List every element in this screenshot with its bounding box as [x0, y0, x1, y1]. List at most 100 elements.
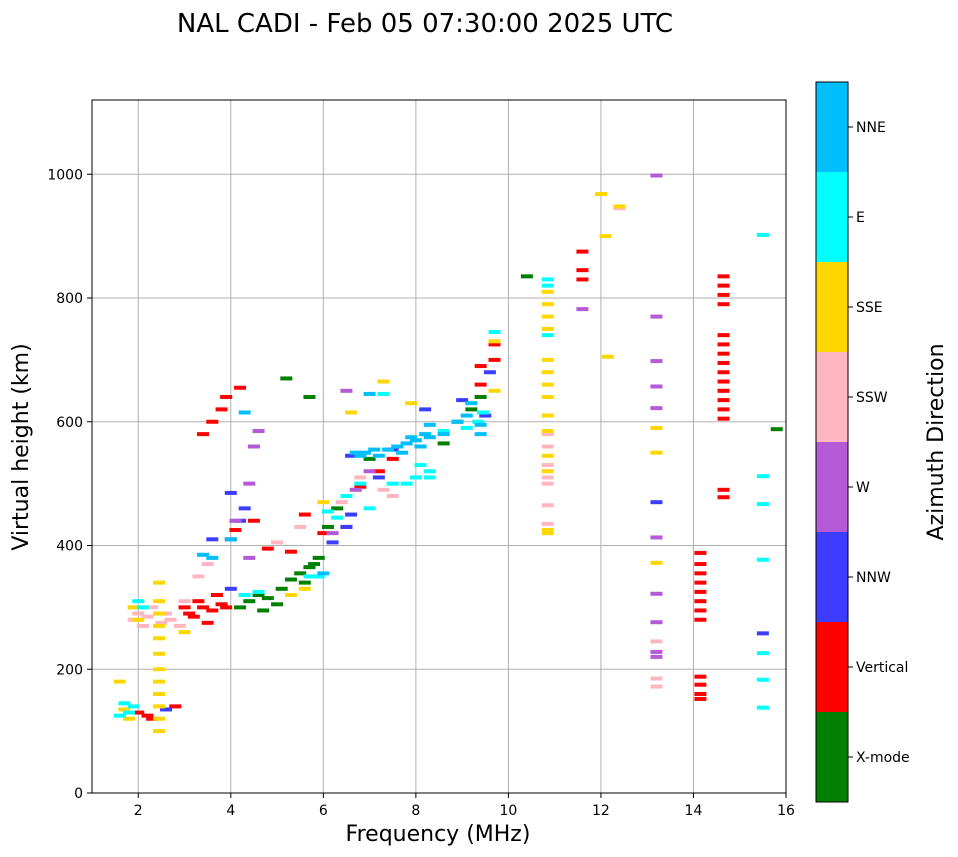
- data-point: [694, 589, 707, 594]
- data-point: [488, 388, 501, 393]
- data-point: [243, 599, 256, 604]
- data-point: [345, 453, 358, 458]
- colorbar-tick-label: E: [856, 210, 865, 226]
- data-point: [252, 589, 265, 594]
- data-point: [340, 388, 353, 393]
- data-point: [153, 679, 166, 684]
- data-point: [694, 571, 707, 576]
- data-point: [146, 716, 159, 721]
- data-point: [197, 552, 210, 557]
- data-point: [474, 432, 487, 437]
- data-point: [541, 531, 554, 536]
- data-point: [694, 550, 707, 555]
- data-point: [694, 682, 707, 687]
- data-point: [271, 602, 284, 607]
- colorbar-tick-label: Vertical: [856, 660, 908, 676]
- data-point: [460, 413, 473, 418]
- data-point: [113, 679, 126, 684]
- colorbar-label: Azimuth Direction: [924, 343, 949, 540]
- data-point: [613, 204, 626, 209]
- data-point: [368, 447, 381, 452]
- data-point: [386, 456, 399, 461]
- colorbar-segment: [816, 442, 848, 532]
- data-point: [284, 593, 297, 597]
- x-axis-label: Frequency (MHz): [346, 822, 531, 847]
- data-point: [173, 623, 186, 628]
- data-point: [160, 611, 173, 616]
- data-point: [363, 391, 376, 396]
- colorbar-frame: [815, 81, 849, 803]
- data-point: [650, 359, 663, 364]
- data-point: [400, 481, 413, 486]
- colorbar-tick-label: X-mode: [856, 750, 910, 766]
- data-point: [201, 620, 214, 625]
- data-point: [717, 379, 730, 384]
- data-point: [234, 605, 247, 610]
- series-sse: [113, 192, 663, 734]
- data-point: [178, 630, 191, 635]
- data-point: [326, 540, 339, 545]
- data-point: [395, 450, 408, 455]
- data-point: [136, 605, 149, 610]
- series-w: [229, 173, 663, 659]
- data-point: [372, 475, 385, 480]
- data-point: [520, 274, 533, 279]
- colorbar-segment: [816, 82, 848, 172]
- data-point: [541, 444, 554, 449]
- data-point: [474, 364, 487, 369]
- data-point: [541, 302, 554, 307]
- data-point: [224, 490, 237, 495]
- data-point: [123, 716, 136, 721]
- data-point: [312, 555, 325, 560]
- data-point: [206, 608, 219, 613]
- data-point: [386, 494, 399, 498]
- data-point: [437, 432, 450, 437]
- data-point: [756, 677, 769, 682]
- data-point: [197, 432, 210, 437]
- data-point: [717, 416, 730, 421]
- data-point: [650, 676, 663, 681]
- data-point: [756, 705, 769, 710]
- data-point: [303, 565, 316, 570]
- data-point: [377, 487, 390, 492]
- data-point: [756, 232, 769, 237]
- data-point: [247, 444, 260, 449]
- data-point: [465, 401, 478, 406]
- data-point: [141, 713, 154, 718]
- data-point: [224, 586, 237, 591]
- data-point: [294, 571, 307, 576]
- data-point: [541, 357, 554, 362]
- data-point: [694, 692, 707, 696]
- data-point: [197, 605, 210, 610]
- series-ssw: [127, 206, 663, 689]
- data-point: [541, 283, 554, 288]
- colorbar-segment: [816, 532, 848, 622]
- data-point: [372, 453, 385, 458]
- x-tick-label: 16: [777, 803, 795, 819]
- data-point: [243, 481, 256, 486]
- data-point: [257, 608, 270, 613]
- data-point: [386, 481, 399, 486]
- data-point: [717, 487, 730, 492]
- azimuth-colorbar: X-mode Vertical NNW W SSW SSE E NNE: [815, 81, 910, 803]
- data-point: [472, 419, 485, 424]
- data-point: [303, 395, 316, 399]
- data-point: [419, 432, 432, 437]
- data-point: [474, 382, 487, 387]
- data-point: [694, 608, 707, 613]
- data-point: [650, 173, 663, 178]
- x-tick-label: 10: [499, 803, 517, 819]
- data-point: [541, 432, 554, 437]
- data-point: [717, 283, 730, 288]
- data-point: [476, 410, 489, 415]
- data-point: [354, 453, 367, 458]
- data-point: [303, 574, 316, 579]
- data-point: [541, 382, 554, 387]
- data-point: [377, 379, 390, 384]
- data-point: [127, 704, 140, 709]
- data-point: [298, 580, 311, 585]
- data-point: [284, 577, 297, 582]
- data-point: [717, 407, 730, 412]
- data-point: [488, 357, 501, 362]
